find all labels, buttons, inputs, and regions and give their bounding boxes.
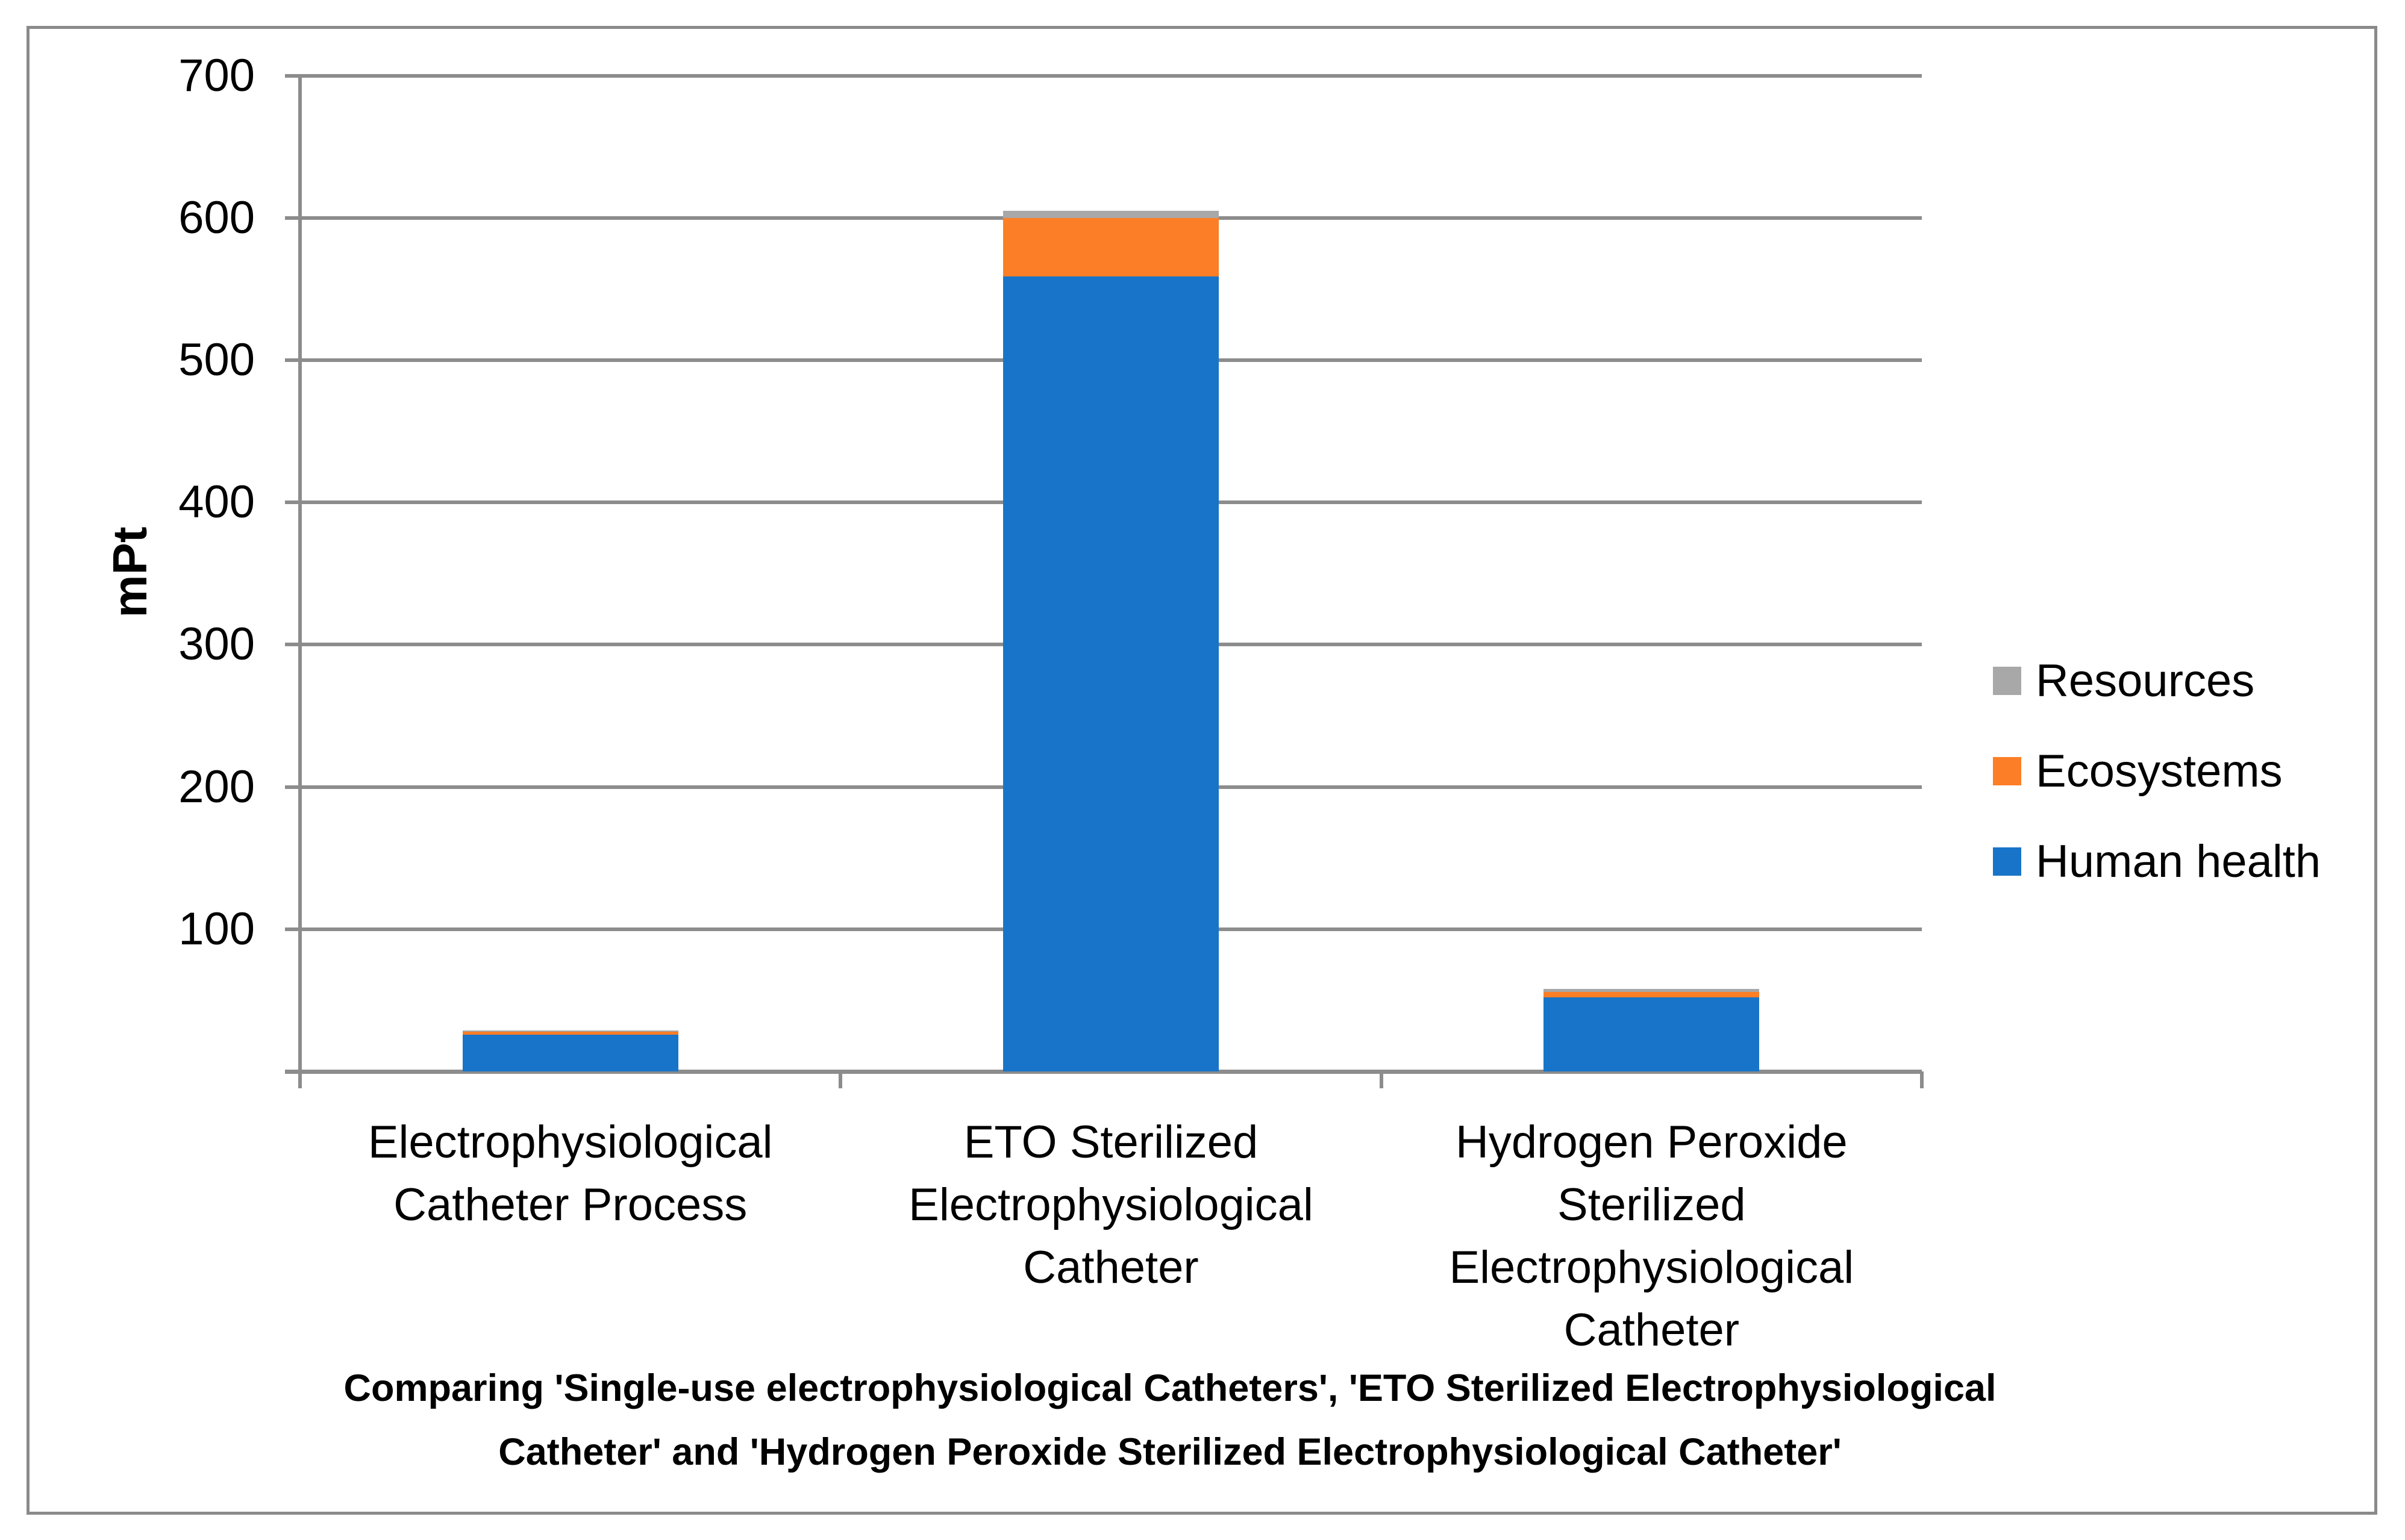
bar-segment-resources — [1003, 210, 1219, 218]
x-axis-tick — [1379, 1071, 1383, 1088]
x-axis-line — [285, 1070, 1922, 1074]
legend-swatch-icon — [1993, 847, 2021, 876]
legend-swatch-icon — [1993, 666, 2021, 695]
bar-segment-ecosystems — [462, 1031, 678, 1035]
x-axis-tick — [1920, 1071, 1924, 1088]
category-label: ETO Sterilized Electrophysiological Cathet… — [840, 1111, 1382, 1299]
legend-item-ecosystems: Ecosystems — [1993, 745, 2283, 797]
bar-segment-resources — [1543, 989, 1760, 992]
bar-segment-human-health — [1543, 997, 1760, 1071]
x-axis-tick — [839, 1071, 843, 1088]
chart-title-line-1: Comparing 'Single-use electrophysiologic… — [343, 1367, 1997, 1409]
bar-segment-ecosystems — [1543, 991, 1760, 998]
y-tick-label-200: 200 — [178, 761, 255, 812]
y-tick-label-400: 400 — [178, 476, 255, 528]
chart-title: Comparing 'Single-use electrophysiologic… — [292, 1356, 2048, 1484]
bar-segment-human-health — [462, 1034, 678, 1071]
chart-title-line-2: Catheter' and 'Hydrogen Peroxide Sterili… — [498, 1431, 1842, 1473]
legend-swatch-icon — [1993, 756, 2021, 785]
category-label-line: Catheter — [1023, 1242, 1199, 1293]
bar-segment-ecosystems — [1003, 217, 1219, 276]
category-label-line: Hydrogen Peroxide — [1456, 1117, 1848, 1168]
y-tick-label-500: 500 — [178, 334, 255, 385]
y-tick-label-600: 600 — [178, 192, 255, 243]
gridline-700 — [285, 73, 1922, 78]
x-axis-tick — [298, 1071, 302, 1088]
y-tick-label-700: 700 — [178, 49, 255, 101]
category-label-line: Catheter Process — [393, 1179, 748, 1230]
bar-segment-resources — [462, 1030, 678, 1032]
category-label: Hydrogen Peroxide Sterilized Electrophysio… — [1380, 1111, 1922, 1362]
category-label-line: Electrophysiological — [1449, 1242, 1854, 1293]
legend-item-resources: Resources — [1993, 655, 2255, 706]
legend-label: Human health — [2036, 835, 2321, 887]
category-label: Electrophysiological Catheter Process — [299, 1111, 842, 1236]
legend-label: Ecosystems — [2036, 745, 2283, 797]
y-tick-label-300: 300 — [178, 619, 255, 670]
category-label-line: Electrophysiological — [909, 1179, 1313, 1230]
category-label-line: Catheter — [1563, 1305, 1740, 1356]
legend-item-human-health: Human health — [1993, 835, 2321, 887]
category-label-line: Electrophysiological — [367, 1117, 773, 1168]
category-label-line: ETO Sterilized — [963, 1117, 1259, 1168]
y-axis-line — [298, 73, 302, 1076]
y-tick-label-100: 100 — [178, 903, 255, 955]
chart-border — [27, 26, 2377, 1515]
bar-segment-human-health — [1003, 276, 1219, 1071]
category-label-line: Sterilized — [1557, 1179, 1746, 1230]
legend-label: Resources — [2036, 655, 2255, 706]
